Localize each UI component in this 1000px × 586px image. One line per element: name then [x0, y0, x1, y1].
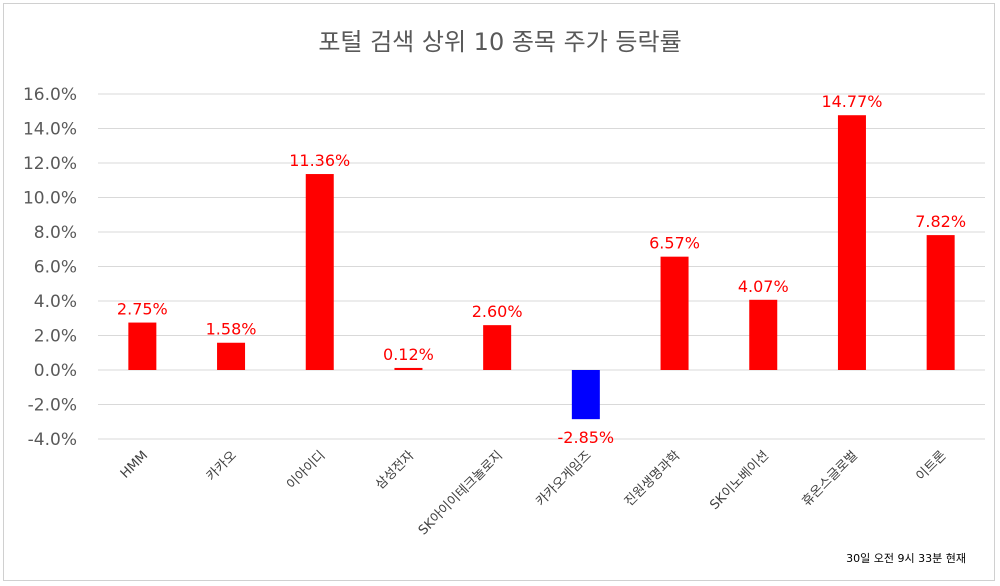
y-tick-label: 12.0% [23, 154, 77, 174]
category-label: 카카오 [204, 448, 240, 484]
data-label: 6.57% [649, 234, 700, 253]
data-label: 14.77% [821, 92, 882, 111]
gridlines [98, 93, 985, 440]
category-label: SK아이이테크놀로지 [416, 448, 506, 538]
y-tick-label: 0.0% [34, 361, 77, 381]
y-tick-label: 14.0% [23, 120, 77, 140]
y-tick-label: 8.0% [34, 223, 77, 243]
bar [394, 367, 423, 370]
chart-title: 포털 검색 상위 10 종목 주가 등락률 [318, 28, 681, 56]
y-tick-label: -2.0% [28, 396, 77, 416]
category-label: 카카오게임즈 [533, 448, 594, 509]
y-tick-label: 10.0% [23, 189, 77, 209]
y-axis-ticks: -4.0% -2.0% 0.0% 2.0% 4.0% 6.0% 8.0% 10.0% 12.0%… [23, 85, 77, 450]
bar [305, 174, 334, 370]
y-tick-label: 16.0% [23, 85, 77, 105]
data-label: 7.82% [915, 212, 966, 231]
data-label: 1.58% [206, 320, 257, 339]
category-label: 이아이디 [284, 448, 328, 492]
bar [749, 299, 778, 370]
data-label: -2.85% [558, 428, 615, 447]
bar [926, 235, 955, 370]
y-tick-label: -4.0% [28, 430, 77, 450]
category-label: 삼성전자 [373, 448, 417, 492]
bar [837, 115, 866, 370]
data-label: 4.07% [738, 277, 789, 296]
bar [571, 370, 600, 420]
data-label: 0.12% [383, 345, 434, 364]
category-label: 이트론 [913, 448, 949, 484]
bars [128, 115, 955, 420]
y-tick-label: 6.0% [34, 258, 77, 278]
category-label: 진원생명과학 [622, 448, 683, 509]
data-label: 2.75% [117, 300, 168, 319]
bar [217, 342, 246, 370]
bar [128, 322, 157, 370]
data-label: 2.60% [472, 302, 523, 321]
chart-frame [3, 3, 995, 581]
category-label: HMM [118, 448, 151, 481]
y-tick-label: 4.0% [34, 292, 77, 312]
timestamp-note: 30일 오전 9시 33분 현재 [846, 551, 966, 565]
data-labels: 2.75% 1.58% 11.36% 0.12% 2.60% -2.85% 6.57% 4.0… [117, 92, 966, 447]
bar [483, 325, 512, 370]
category-label: SK이노베이션 [707, 448, 772, 513]
y-tick-label: 2.0% [34, 327, 77, 347]
category-label: 휴온스글로벌 [799, 448, 860, 509]
data-label: 11.36% [289, 151, 350, 170]
bar [660, 256, 689, 370]
